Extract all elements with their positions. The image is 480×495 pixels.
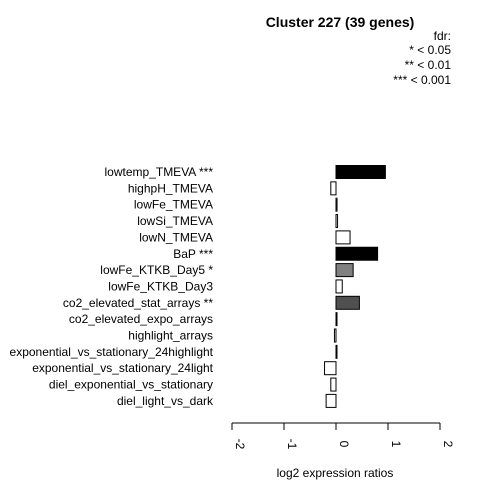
x-tick-label: 2: [441, 441, 455, 448]
x-tick-label: 1: [389, 441, 403, 448]
category-label: lowFe_KTKB_Day3: [108, 279, 213, 293]
category-label: co2_elevated_expo_arrays: [69, 312, 213, 326]
bars-group: [324, 165, 386, 408]
x-axis: -2 -1 0 1 2: [231, 422, 455, 450]
bar: [335, 214, 339, 229]
category-label: exponential_vs_stationary_24light: [32, 361, 213, 375]
category-label: BaP ***: [173, 247, 213, 261]
bar: [335, 246, 379, 261]
bar: [335, 197, 338, 212]
legend-title: fdr:: [434, 29, 451, 43]
bar: [335, 263, 354, 278]
legend-entry: ** < 0.01: [405, 58, 452, 72]
category-label: lowN_TMEVA: [139, 230, 213, 244]
category-label: lowSi_TMEVA: [137, 214, 213, 228]
category-label: diel_light_vs_dark: [117, 394, 214, 408]
category-label: lowFe_TMEVA: [134, 198, 213, 212]
x-tick-label: 0: [337, 441, 351, 448]
category-label: lowFe_KTKB_Day5 *: [100, 263, 213, 277]
x-axis-title: log2 expression ratios: [277, 466, 394, 480]
bar: [335, 165, 386, 179]
legend: fdr: * < 0.05 ** < 0.01 *** < 0.001: [393, 29, 451, 87]
category-label: co2_elevated_stat_arrays **: [63, 296, 213, 310]
bar: [335, 230, 351, 245]
category-labels: lowtemp_TMEVA *** highpH_TMEVA lowFe_TMEVA…: [10, 165, 214, 408]
category-label: highlight_arrays: [128, 329, 213, 343]
bar: [335, 295, 360, 310]
x-tick-label: -1: [285, 439, 299, 450]
legend-entry: * < 0.05: [409, 43, 451, 57]
bar: [330, 181, 337, 196]
bar: [335, 279, 343, 294]
bar: [335, 344, 338, 359]
bar: [325, 393, 337, 408]
category-label: lowtemp_TMEVA ***: [105, 165, 214, 179]
bar: [324, 361, 337, 376]
category-label: highpH_TMEVA: [128, 181, 213, 195]
bar: [333, 328, 337, 343]
chart-title: Cluster 227 (39 genes): [266, 14, 415, 30]
bar: [330, 377, 337, 392]
x-tick-label: -2: [233, 439, 247, 450]
legend-entry: *** < 0.001: [393, 73, 451, 87]
bar: [335, 312, 338, 327]
category-label: diel_exponential_vs_stationary: [49, 378, 213, 392]
category-label: exponential_vs_stationary_24highlight: [10, 345, 214, 359]
